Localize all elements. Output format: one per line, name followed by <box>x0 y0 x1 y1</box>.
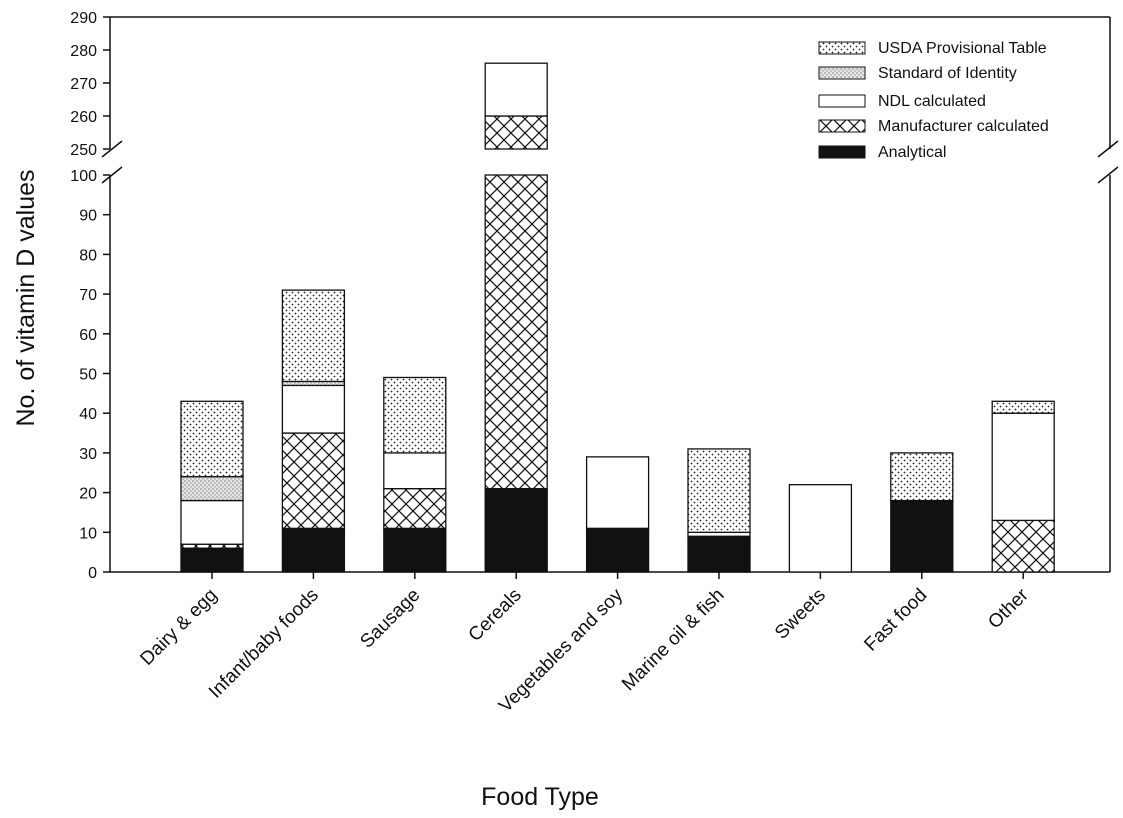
legend-swatch-analytical <box>818 145 866 159</box>
bar-segment-ndl-calculated <box>484 62 548 117</box>
bar-segment-analytical <box>890 499 954 573</box>
y-axis-ticks: 0 10 20 30 40 50 60 70 80 90 100 250 260 270 280 290 <box>70 10 110 582</box>
bar-segment-manufacturer-calculated <box>281 432 346 529</box>
y-tick-label: 260 <box>70 109 97 126</box>
bars <box>180 62 1055 573</box>
legend-label: USDA Provisional Table <box>878 40 1047 57</box>
bar-segment-usda-provisional-table <box>890 452 954 502</box>
y-tick-label: 280 <box>70 43 97 60</box>
bar-segment-usda-provisional-table <box>383 376 447 454</box>
y-tick-label: 70 <box>79 287 97 304</box>
y-tick-label: 80 <box>79 247 97 264</box>
bar-segment-analytical <box>281 527 346 573</box>
y-tick-label: 290 <box>70 10 97 27</box>
bar-segment-ndl-calculated <box>383 452 447 490</box>
legend-swatch-ndl-calculated <box>818 94 866 108</box>
bar-segment-manufacturer-calculated <box>991 519 1055 573</box>
legend-swatch-usda-provisional <box>818 41 866 55</box>
y-tick-label: 60 <box>79 327 97 344</box>
legend-item: NDL calculated <box>818 93 986 110</box>
legend-item: Standard of Identity <box>818 65 1017 82</box>
legend-item: Analytical <box>818 144 946 161</box>
bar-segment-usda-provisional-table <box>687 448 751 533</box>
bar-segment-ndl-calculated <box>585 456 650 529</box>
bar-segment-analytical <box>687 535 751 573</box>
x-tick-label: Sausage <box>356 585 424 653</box>
axis-break-mark-left-2 <box>101 166 123 184</box>
y-tick-label: 0 <box>88 565 97 582</box>
y-tick-label: 250 <box>70 142 97 159</box>
bar-segment-analytical <box>585 527 650 573</box>
bar-segment-usda-provisional-table <box>991 400 1055 414</box>
legend-swatch-standard-of-identity <box>818 66 866 80</box>
legend-item: USDA Provisional Table <box>818 40 1047 57</box>
y-tick-label: 270 <box>70 76 97 93</box>
legend-label: Standard of Identity <box>878 65 1017 82</box>
bar-segment-ndl-calculated <box>788 484 853 573</box>
y-axis-title: No. of vitamin D values <box>12 169 40 426</box>
axis-break-mark-left-1 <box>101 140 123 158</box>
legend-swatch-manufacturer-calculated <box>818 119 866 133</box>
legend-label: NDL calculated <box>878 93 986 110</box>
legend-item: Manufacturer calculated <box>818 118 1049 135</box>
bar-segment-usda-provisional-table <box>180 400 244 478</box>
legend-label: Manufacturer calculated <box>878 118 1049 135</box>
x-tick-label: Sweets <box>771 585 830 644</box>
legend-label: Analytical <box>878 144 946 161</box>
x-tick-label: Other <box>984 584 1033 633</box>
x-axis-title: Food Type <box>481 783 599 811</box>
bar-segment-analytical <box>383 527 447 573</box>
y-tick-label: 90 <box>79 208 97 225</box>
x-tick-label: Infant/baby foods <box>205 585 323 703</box>
bar-segment-manufacturer-calculated <box>484 174 548 490</box>
y-tick-label: 50 <box>79 367 97 384</box>
bar-segment-standard-of-identity <box>180 476 244 502</box>
bar-segment-usda-provisional-table <box>281 289 346 383</box>
x-tick-label: Cereals <box>465 585 526 646</box>
axis-break-mark-right-1 <box>1097 140 1119 158</box>
y-tick-label: 10 <box>79 525 97 542</box>
bar-segment-manufacturer-calculated <box>383 487 447 529</box>
legend: USDA Provisional Table Standard of Ident… <box>818 40 1049 161</box>
bar-segment-analytical <box>180 547 244 573</box>
axis-break-mark-right-2 <box>1097 166 1119 184</box>
bar-segment-ndl-calculated <box>991 412 1055 522</box>
bar-segment-ndl-calculated <box>281 384 346 434</box>
y-tick-label: 30 <box>79 446 97 463</box>
x-tick-label: Dairy & egg <box>136 585 221 670</box>
x-tick-label: Marine oil & fish <box>618 585 728 695</box>
bar-segment-manufacturer-calculated <box>484 115 548 150</box>
bar-segment-analytical <box>484 487 548 573</box>
y-tick-label: 20 <box>79 486 97 503</box>
y-tick-label: 40 <box>79 406 97 423</box>
y-tick-label: 100 <box>70 168 97 185</box>
bar-segment-ndl-calculated <box>180 499 244 545</box>
x-tick-label: Fast food <box>860 585 931 656</box>
